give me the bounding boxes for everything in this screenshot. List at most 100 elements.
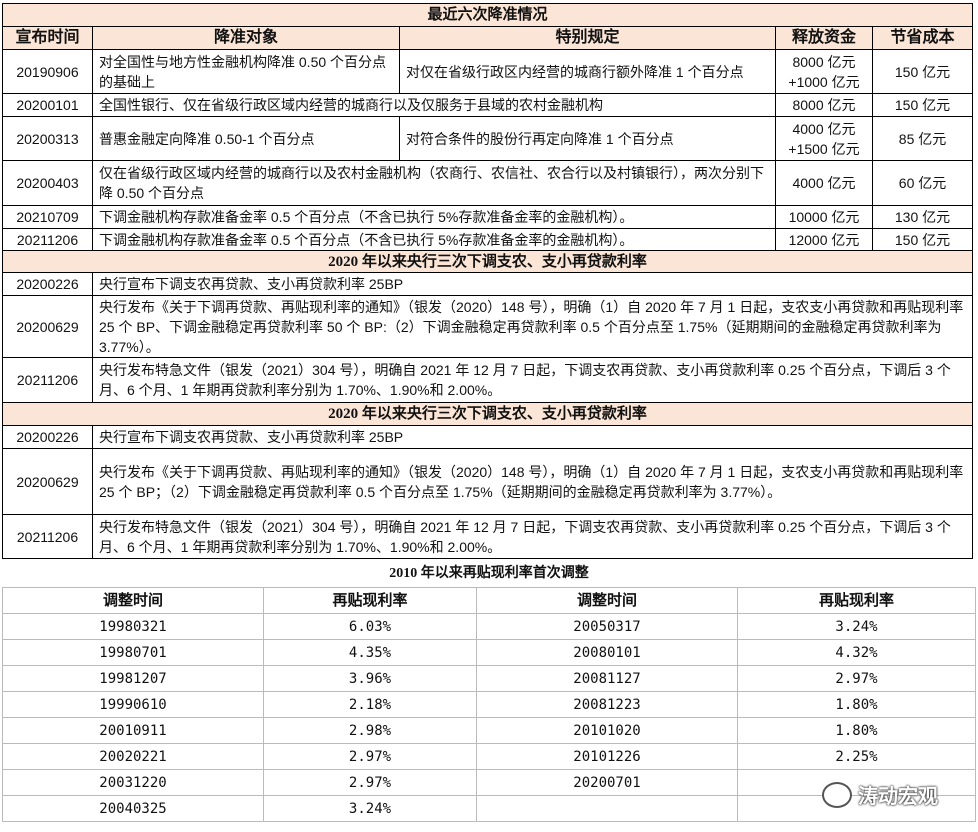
table-row: 20210709 下调金融机构存款准备金率 0.5 个百分点（不含已执行 5%存…	[2, 205, 974, 229]
rate-cell: 6.03%	[263, 613, 477, 640]
table-row: 20190906 对全国性与地方性金融机构降准 0.50 个百分点的基础上 对仅…	[2, 49, 974, 94]
funds-cell: 12000 亿元	[775, 228, 873, 251]
date-cell: 20101226	[476, 743, 738, 770]
rate-cell: 2.98%	[263, 717, 477, 744]
date-cell: 20200629	[2, 295, 93, 358]
watermark-text: 涛动宏观	[858, 786, 938, 808]
rrr-title: 最近六次降准情况	[1, 3, 974, 27]
text-cell: 央行发布特急文件（银发（2021）304 号），明确自 2021 年 12 月 …	[91, 514, 974, 559]
rate-cell: 3.24%	[263, 795, 477, 822]
rate-cell: 4.32%	[737, 639, 976, 666]
header-special: 特别规定	[399, 26, 776, 50]
table-row: 20010911 2.98% 20101020 1.80%	[2, 717, 976, 744]
table-row: 19980701 4.35% 20080101 4.32%	[2, 639, 976, 666]
table-row: 20211206 下调金融机构存款准备金率 0.5 个百分点（不含已执行 5%存…	[2, 228, 974, 251]
table-row: 20200629 央行发布《关于下调再贷款、再贴现利率的通知》（银发（2020）1…	[2, 448, 974, 515]
date-cell: 20050317	[476, 613, 738, 640]
date-cell: 20200701	[476, 769, 738, 796]
rate-cell: 3.24%	[737, 613, 976, 640]
header-date: 调整时间	[2, 587, 264, 614]
date-cell: 20211206	[2, 357, 93, 403]
date-cell: 20200101	[2, 93, 93, 117]
table-row: 19981207 3.96% 20081127 2.97%	[2, 665, 976, 692]
text-cell: 央行发布特急文件（银发（2021）304 号），明确自 2021 年 12 月 …	[91, 357, 974, 403]
header-date: 调整时间	[476, 587, 738, 614]
date-cell: 20200403	[2, 160, 93, 206]
date-cell: 20080101	[476, 639, 738, 666]
wechat-icon	[822, 781, 852, 808]
date-cell: 20031220	[2, 769, 264, 796]
date-cell: 20190906	[2, 49, 93, 94]
target-cell: 普惠金融定向降准 0.50-1 个百分点	[92, 116, 400, 161]
cost-cell: 150 亿元	[871, 228, 974, 251]
funds-cell: 8000 亿元 +1000 亿元	[775, 49, 873, 94]
target-cell: 下调金融机构存款准备金率 0.5 个百分点（不含已执行 5%存款准备金率的金融机…	[92, 205, 776, 229]
funds-cell: 4000 亿元 +1500 亿元	[775, 116, 873, 161]
target-cell: 全国性银行、仅在省级行政区域内经营的城商行以及仅服务于县域的农村金融机构	[92, 93, 776, 117]
table-row: 20020221 2.97% 20101226 2.25%	[2, 743, 976, 770]
date-cell: 20040325	[2, 795, 264, 822]
rate-cell: 2.25%	[737, 743, 976, 770]
header-date: 宣布时间	[2, 26, 93, 50]
text-cell: 央行宣布下调支农再贷款、支小再贷款利率 25BP	[91, 272, 974, 296]
relend1-title: 2020 年以来央行三次下调支农、支小再贷款利率	[1, 250, 974, 273]
cost-cell: 60 亿元	[871, 160, 974, 206]
table-row: 20200226 央行宣布下调支农再贷款、支小再贷款利率 25BP	[2, 272, 974, 296]
cost-cell: 130 亿元	[871, 205, 974, 229]
rate-cell: 2.18%	[263, 691, 477, 718]
cost-cell: 150 亿元	[871, 49, 974, 94]
table-row: 20200226 央行宣布下调支农再贷款、支小再贷款利率 25BP	[2, 425, 974, 449]
header-funds: 释放资金	[775, 26, 873, 50]
date-cell: 20200313	[2, 116, 93, 161]
table-row: 20200629 央行发布《关于下调再贷款、再贴现利率的通知》（银发（2020）1…	[2, 295, 974, 358]
target-cell: 下调金融机构存款准备金率 0.5 个百分点（不含已执行 5%存款准备金率的金融机…	[92, 228, 776, 251]
table-row: 20200101 全国性银行、仅在省级行政区域内经营的城商行以及仅服务于县域的农…	[2, 93, 974, 117]
table-row: 20031220 2.97% 20200701	[2, 769, 976, 796]
date-cell: 20020221	[2, 743, 264, 770]
date-cell: 19990610	[2, 691, 264, 718]
table-row: 19990610 2.18% 20081223 1.80%	[2, 691, 976, 718]
header-rate: 再贴现利率	[263, 587, 477, 614]
header-cost: 节省成本	[871, 26, 974, 50]
text-cell: 央行宣布下调支农再贷款、支小再贷款利率 25BP	[91, 425, 974, 449]
funds-cell: 8000 亿元	[775, 93, 873, 117]
rrr-table: 最近六次降准情况 宣布时间 降准对象 特别规定 释放资金 节省成本 201909…	[1, 3, 974, 559]
date-cell	[476, 795, 738, 822]
date-cell: 20010911	[2, 717, 264, 744]
rate-cell	[737, 795, 976, 822]
target-cell: 仅在省级行政区域内经营的城商行以及农村金融机构（农商行、农信社、农合行以及村镇银…	[92, 160, 776, 206]
date-cell: 20081223	[476, 691, 738, 718]
date-cell: 20101020	[476, 717, 738, 744]
rate-cell: 2.97%	[737, 665, 976, 692]
rate-cell: 1.80%	[737, 717, 976, 744]
date-cell: 20210709	[2, 205, 93, 229]
funds-cell: 4000 亿元	[775, 160, 873, 206]
text-cell: 央行发布《关于下调再贷款、再贴现利率的通知》（银发（2020）148 号），明确…	[91, 448, 974, 515]
cost-cell: 150 亿元	[871, 93, 974, 117]
table-row: 19980321 6.03% 20050317 3.24%	[2, 613, 976, 640]
text-cell: 央行发布《关于下调再贷款、再贴现利率的通知》（银发（2020）148 号），明确…	[91, 295, 974, 358]
relend2-title: 2020 年以来央行三次下调支农、支小再贷款利率	[1, 402, 974, 426]
rate-cell: 3.96%	[263, 665, 477, 692]
rate-cell: 2.97%	[263, 743, 477, 770]
date-cell: 20200629	[2, 448, 93, 515]
date-cell: 20211206	[2, 228, 93, 251]
special-cell: 对仅在省级行政区内经营的城商行额外降准 1 个百分点	[399, 49, 776, 94]
rate-cell: 1.80%	[737, 691, 976, 718]
rate-cell	[737, 769, 976, 796]
date-cell: 20200226	[2, 425, 93, 449]
table-row: 20200403 仅在省级行政区域内经营的城商行以及农村金融机构（农商行、农信社…	[2, 160, 974, 206]
rate-cell: 2.97%	[263, 769, 477, 796]
date-cell: 19981207	[2, 665, 264, 692]
date-cell: 19980321	[2, 613, 264, 640]
rediscount-title: 2010 年以来再贴现利率首次调整	[389, 565, 589, 581]
funds-cell: 10000 亿元	[775, 205, 873, 229]
date-cell: 20211206	[2, 514, 93, 559]
cost-cell: 85 亿元	[871, 116, 974, 161]
date-cell: 19980701	[2, 639, 264, 666]
table-row: 20200313 普惠金融定向降准 0.50-1 个百分点 对符合条件的股份行再…	[2, 116, 974, 161]
target-cell: 对全国性与地方性金融机构降准 0.50 个百分点的基础上	[92, 49, 400, 94]
table-row: 20211206 央行发布特急文件（银发（2021）304 号），明确自 2021…	[2, 357, 974, 403]
rediscount-table: 2010 年以来再贴现利率首次调整 调整时间 再贴现利率 调整时间 再贴现利率 …	[2, 560, 976, 822]
table-row: 20211206 央行发布特急文件（银发（2021）304 号），明确自 2021…	[2, 514, 974, 559]
